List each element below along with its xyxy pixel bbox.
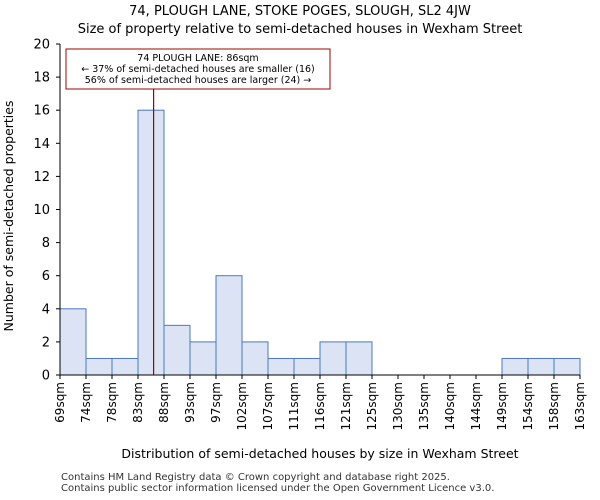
x-tick-label: 102sqm — [235, 382, 249, 430]
x-tick-label: 158sqm — [547, 382, 561, 430]
histogram-bar — [527, 357, 555, 376]
x-tick-label: 78sqm — [105, 382, 119, 423]
footer-line-1: Contains HM Land Registry data © Crown c… — [61, 472, 450, 483]
title-line-2: Size of property relative to semi-detach… — [77, 22, 523, 37]
y-tick-label: 12 — [33, 170, 50, 185]
histogram-bar — [85, 357, 113, 376]
x-tick-label: 97sqm — [209, 382, 223, 423]
x-tick-label: 107sqm — [261, 382, 275, 430]
chart-title: 74, PLOUGH LANE, STOKE POGES, SLOUGH, SL… — [0, 3, 600, 39]
y-tick-label: 8 — [42, 236, 50, 251]
y-tick-label: 10 — [33, 203, 50, 218]
histogram-bar — [319, 341, 347, 376]
x-tick-label: 88sqm — [157, 382, 171, 423]
x-tick-label: 121sqm — [339, 382, 353, 430]
y-tick-label: 6 — [42, 269, 50, 284]
footer: Contains HM Land Registry data © Crown c… — [61, 472, 494, 494]
y-tick-label: 2 — [42, 335, 50, 350]
histogram-bar — [501, 357, 529, 376]
footer-line-2: Contains public sector information licen… — [61, 483, 495, 494]
y-tick-label: 18 — [33, 71, 50, 86]
histogram-bar — [345, 341, 373, 376]
annotation-line-3: 56% of semi-detached houses are larger (… — [85, 75, 312, 86]
histogram-bar — [189, 341, 217, 376]
title-line-1: 74, PLOUGH LANE, STOKE POGES, SLOUGH, SL… — [129, 4, 471, 19]
histogram-bar — [293, 357, 321, 376]
histogram-bar — [267, 357, 295, 376]
y-tick-label: 14 — [33, 137, 50, 152]
annotation-frame — [65, 48, 331, 90]
x-tick-label: 163sqm — [573, 382, 587, 430]
annotation-line-1: 74 PLOUGH LANE: 86sqm — [137, 53, 258, 64]
x-tick-label: 149sqm — [495, 382, 509, 430]
x-tick-label: 111sqm — [287, 382, 301, 430]
histogram-bar — [137, 109, 165, 376]
histogram-bar — [59, 308, 87, 376]
histogram-bar — [241, 341, 269, 376]
histogram-bar — [163, 324, 191, 376]
x-tick-label: 74sqm — [79, 382, 93, 423]
x-tick-label: 130sqm — [391, 382, 405, 430]
x-tick-label: 140sqm — [443, 382, 457, 430]
x-tick-label: 125sqm — [365, 382, 379, 430]
x-tick-label: 154sqm — [521, 382, 535, 430]
y-axis-label: Number of semi-detached properties — [1, 101, 16, 332]
annotation-box: 74 PLOUGH LANE: 86sqm ← 37% of semi-deta… — [65, 48, 331, 90]
y-tick-label: 0 — [42, 369, 50, 384]
x-tick-label: 83sqm — [131, 382, 145, 423]
histogram-bar — [215, 275, 243, 376]
x-tick-label: 144sqm — [469, 382, 483, 430]
histogram-bar — [553, 357, 581, 376]
x-tick-label: 135sqm — [417, 382, 431, 430]
histogram-bar — [111, 357, 139, 376]
y-tick-label: 16 — [33, 104, 50, 119]
axes: 0 2 4 6 8 10 12 14 16 18 20 69sqm 74sqm 78sqm 83sqm 88s… — [33, 38, 587, 431]
x-tick-label: 69sqm — [53, 382, 67, 423]
y-tick-label: 20 — [33, 38, 50, 53]
x-tick-label: 116sqm — [313, 382, 327, 430]
y-tick-label: 4 — [42, 302, 50, 317]
bars-layer — [59, 109, 581, 376]
x-axis-label: Distribution of semi-detached houses by … — [121, 446, 518, 461]
x-tick-label: 93sqm — [183, 382, 197, 423]
annotation-line-2: ← 37% of semi-detached houses are smalle… — [81, 64, 315, 75]
